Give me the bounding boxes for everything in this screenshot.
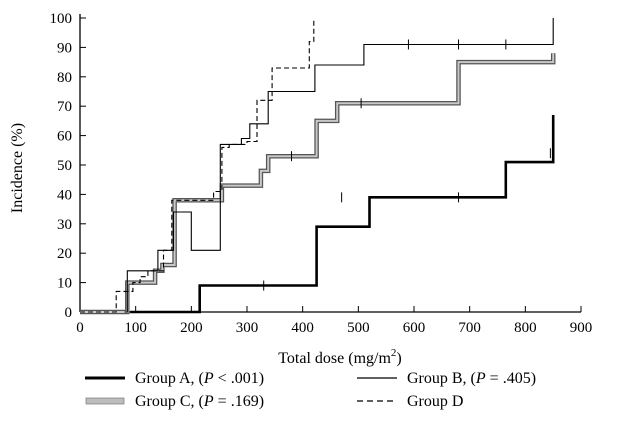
axes: 0 100 200 300 400 500 600 700 800 900 0 10 20 30 40 50 6…: [50, 11, 593, 336]
x-tick-label: 100: [124, 320, 147, 336]
series-group-a: [130, 115, 555, 314]
y-tick-label: 80: [57, 70, 72, 86]
x-tick-label: 900: [570, 320, 593, 336]
x-tick-label: 600: [403, 320, 426, 336]
x-tick-label: 500: [347, 320, 370, 336]
legend-label: Group D: [407, 393, 463, 410]
x-tick-label: 800: [514, 320, 537, 336]
y-tick-label: 40: [57, 187, 72, 203]
y-tick-label: 50: [57, 158, 72, 174]
legend-group-d: Group D: [357, 393, 463, 410]
series-group-c-line-inner: [80, 53, 555, 313]
series-layer: [80, 18, 556, 315]
legend-label: Group B, (P = .405): [407, 370, 536, 387]
y-tick-label: 30: [57, 217, 72, 233]
series-group-c: [80, 53, 556, 315]
series-group-d: [80, 18, 315, 313]
x-tick-label: 300: [236, 320, 259, 336]
legend-swatch: [85, 397, 125, 405]
legend-group-b: Group B, (P = .405): [357, 370, 536, 387]
x-axis-label-sup: 2: [391, 347, 397, 359]
y-tick-label: 70: [57, 99, 72, 115]
legend-label: Group C, (P = .169): [135, 393, 264, 410]
y-axis-label: Incidence (%): [9, 123, 26, 213]
x-tick-label: 400: [291, 320, 314, 336]
y-tick-label: 100: [50, 11, 73, 27]
series-group-d-line: [80, 18, 315, 313]
y-tick-label: 60: [57, 129, 72, 145]
x-axis-label-text: Total dose (mg/m: [278, 350, 391, 367]
y-tick-label: 20: [57, 246, 72, 262]
legend: Group A, (P < .001) Group B, (P = .405) Gr…: [85, 370, 536, 410]
legend-group-c: Group C, (P = .169): [85, 393, 264, 410]
y-tick-label: 0: [65, 305, 73, 321]
y-tick-label: 90: [57, 40, 72, 56]
series-group-a-line: [130, 115, 555, 314]
y-tick-label: 10: [57, 276, 72, 292]
x-axis-label: Total dose (mg/m2): [278, 347, 401, 367]
x-tick-label: 0: [76, 320, 84, 336]
x-tick-label: 700: [458, 320, 481, 336]
x-tick-label: 200: [180, 320, 203, 336]
legend-label: Group A, (P < .001): [135, 370, 264, 387]
x-axis-label-tail: ): [396, 350, 401, 367]
legend-group-a: Group A, (P < .001): [85, 370, 264, 387]
